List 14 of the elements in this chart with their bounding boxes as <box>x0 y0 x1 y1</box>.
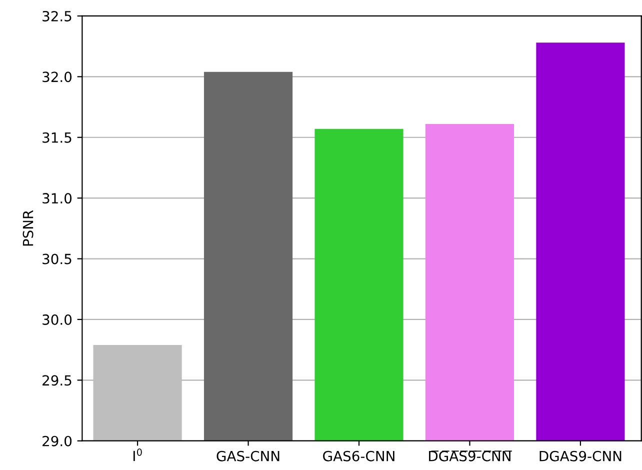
y-tick-label: 29.5 <box>42 375 72 386</box>
x-tick-label: DGAS9-CNN <box>540 450 622 462</box>
y-tick-label: 30.5 <box>42 254 72 264</box>
y-tick-label: 32.0 <box>42 72 72 82</box>
x-tick-label: D̅G̅A̅S̅9̅-̅C̅N̅N̅ <box>429 450 512 462</box>
y-tick-label: 31.5 <box>42 132 72 143</box>
y-tick-label: 30.0 <box>42 314 72 325</box>
y-axis-title: PSNR <box>22 210 34 246</box>
x-tick-label: I$^{0}$ <box>133 448 142 462</box>
y-tick-label: 31.0 <box>42 193 72 204</box>
x-tick-label: GAS-CNN <box>216 450 280 462</box>
y-tick-label: 32.5 <box>42 10 72 22</box>
y-tick-label: 29.0 <box>42 436 72 446</box>
x-tick-label: GAS6-CNN <box>323 450 394 462</box>
